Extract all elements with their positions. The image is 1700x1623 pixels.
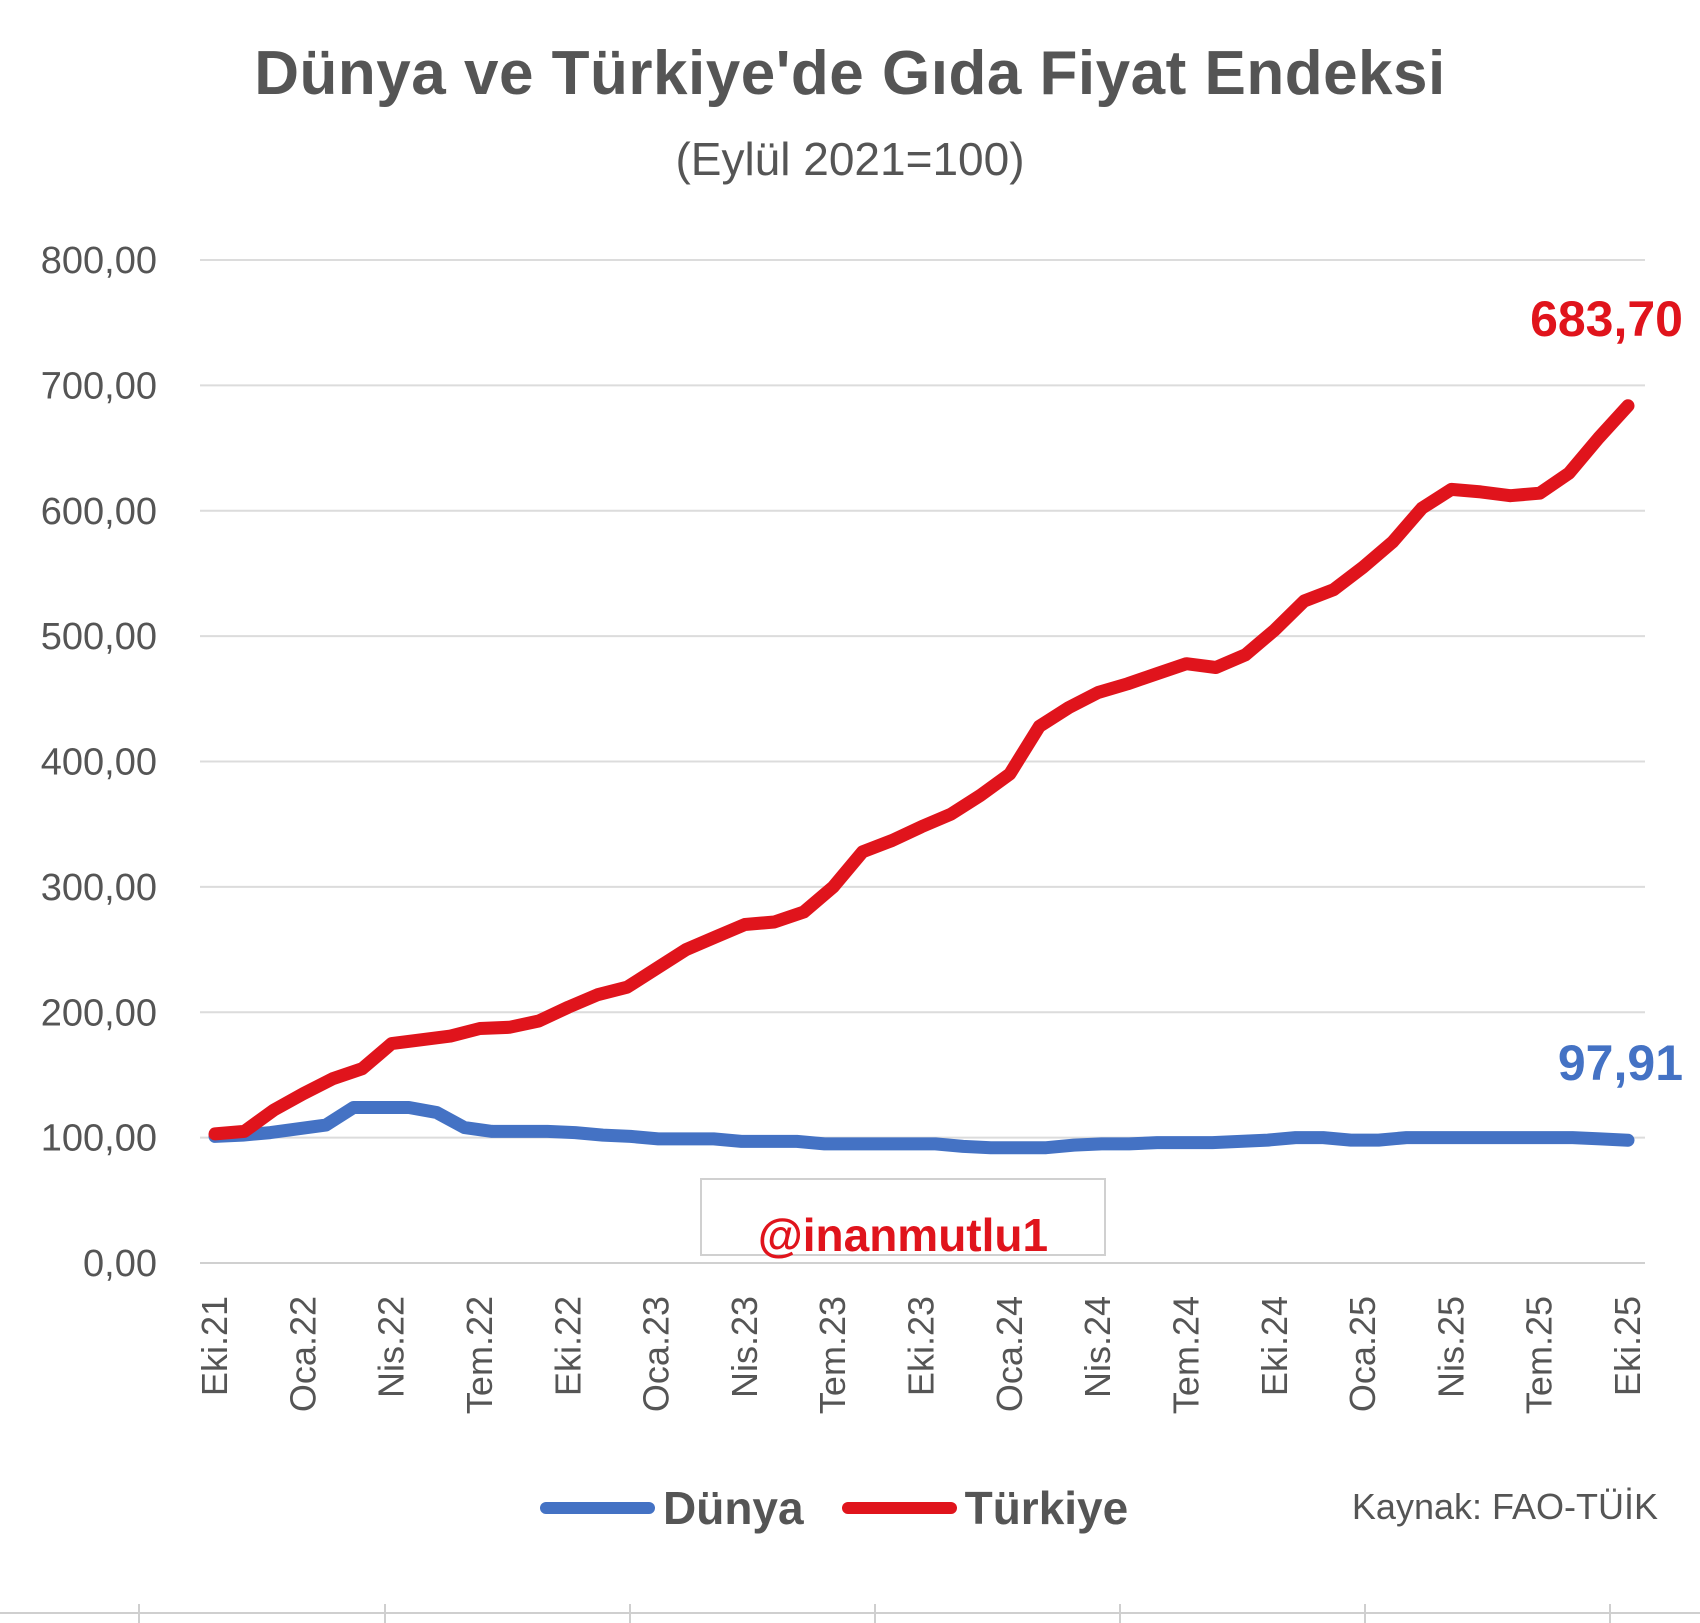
y-tick-label: 400,00 (41, 742, 157, 784)
x-tick-label: Nis.25 (1430, 1296, 1471, 1398)
bottom-tick (1609, 1604, 1611, 1623)
legend-item-turkiye: Türkiye (841, 1481, 1129, 1535)
bottom-rule (0, 1612, 1700, 1614)
x-tick-label: Tem.23 (812, 1296, 853, 1414)
chart-subtitle: (Eylül 2021=100) (675, 133, 1025, 185)
bottom-tick (1119, 1604, 1121, 1623)
bottom-tick (874, 1604, 876, 1623)
x-tick-label: Eki.25 (1607, 1296, 1648, 1396)
chart-title: Dünya ve Türkiye'de Gıda Fiyat Endeksi (254, 39, 1446, 108)
series-line-dunya (208, 1101, 1635, 1155)
x-tick-label: Tem.24 (1165, 1296, 1206, 1414)
y-tick-label: 0,00 (83, 1243, 157, 1285)
bottom-tick (138, 1604, 140, 1623)
legend-swatch-turkiye (841, 1502, 957, 1514)
y-tick-label: 600,00 (41, 491, 157, 533)
x-tick-label: Eki.24 (1254, 1296, 1295, 1396)
y-tick-label: 300,00 (41, 867, 157, 909)
y-tick-label: 500,00 (41, 616, 157, 658)
y-tick-label: 100,00 (41, 1118, 157, 1160)
legend-item-dunya: Dünya (540, 1481, 804, 1535)
bottom-tick (629, 1604, 631, 1623)
y-tick-label: 800,00 (41, 240, 157, 282)
legend-label-turkiye: Türkiye (964, 1482, 1129, 1534)
source-note: Kaynak: FAO-TÜİK (1351, 1486, 1658, 1527)
x-tick-label: Oca.24 (989, 1296, 1030, 1412)
watermark-text: @inanmutlu1 (757, 1209, 1049, 1261)
x-tick-label: Oca.23 (636, 1296, 677, 1412)
bottom-tick (1364, 1604, 1366, 1623)
end-data-label-turkiye: 683,70 (1530, 291, 1683, 347)
series-line-turkiye (208, 399, 1635, 1141)
end-data-label-dunya: 97,91 (1558, 1035, 1683, 1091)
watermark-box (700, 1178, 1106, 1256)
y-tick-label: 200,00 (41, 992, 157, 1034)
x-tick-label: Nis.24 (1077, 1296, 1118, 1398)
x-tick-label: Tem.25 (1519, 1296, 1560, 1414)
x-tick-label: Tem.22 (459, 1296, 500, 1414)
legend-label-dunya: Dünya (663, 1482, 804, 1534)
x-tick-label: Oca.22 (282, 1296, 323, 1412)
x-tick-label: Nis.22 (371, 1296, 412, 1398)
x-tick-label: Eki.21 (194, 1296, 235, 1396)
x-tick-label: Eki.23 (901, 1296, 942, 1396)
y-tick-label: 700,00 (41, 365, 157, 407)
chart-legend: Dünya Türkiye (540, 1478, 1166, 1538)
x-tick-label: Nis.23 (724, 1296, 765, 1398)
bottom-tick (384, 1604, 386, 1623)
x-tick-label: Oca.25 (1342, 1296, 1383, 1412)
x-tick-label: Eki.22 (547, 1296, 588, 1396)
legend-swatch-dunya (540, 1502, 655, 1514)
